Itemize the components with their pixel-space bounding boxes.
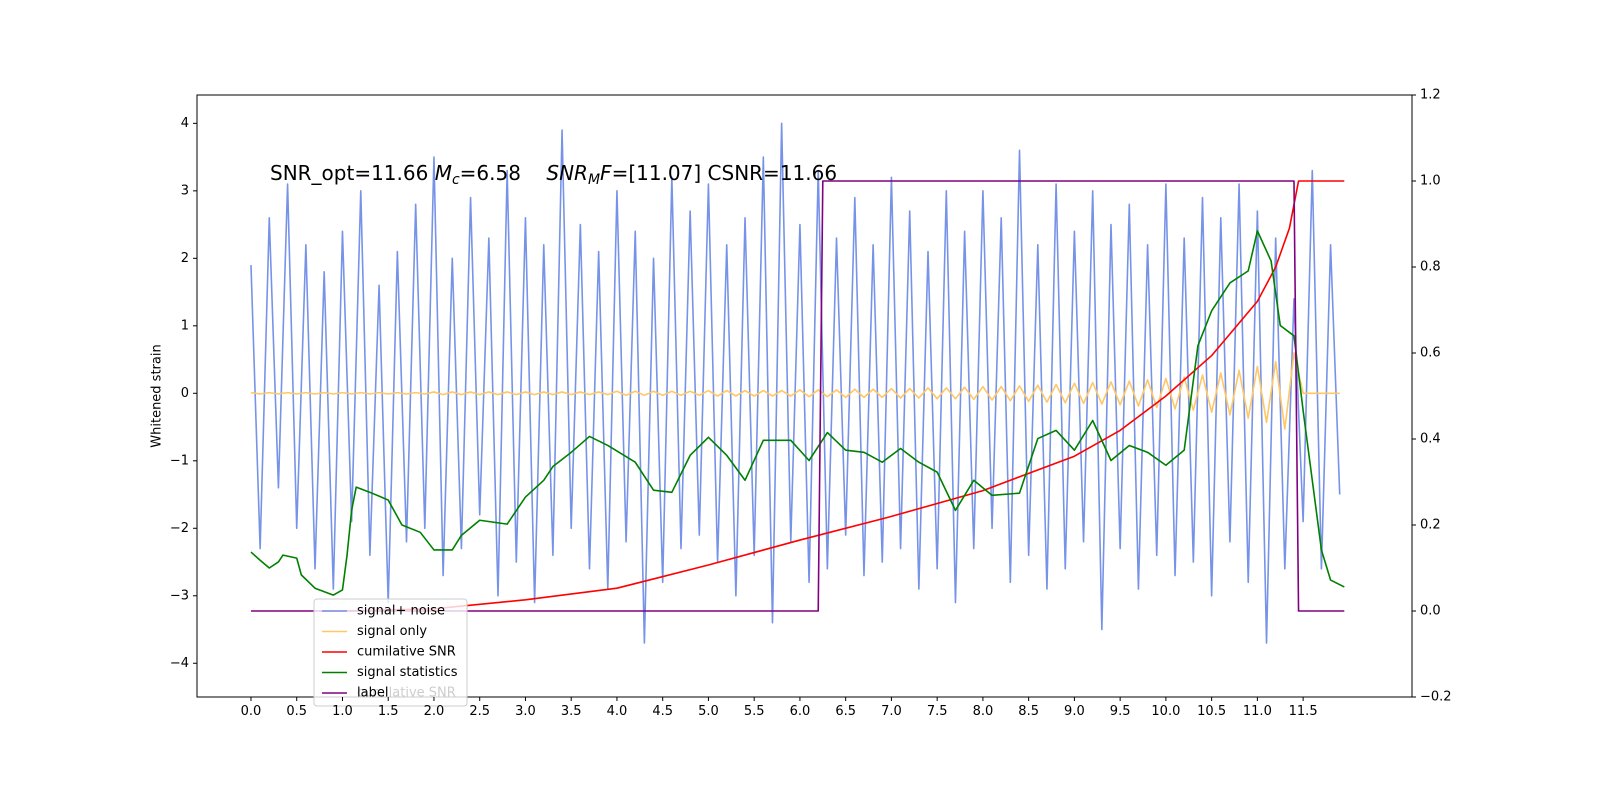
- annotation-part: SNR: [546, 161, 588, 185]
- y-tick-label: −4: [170, 656, 189, 671]
- x-tick-label: 3.5: [561, 704, 582, 719]
- y-tick-label: −2: [170, 521, 189, 536]
- series-line: [250, 180, 1345, 612]
- annotation-part: M: [588, 172, 600, 188]
- x-tick-label: 1.0: [332, 704, 353, 719]
- annotation-part: M: [435, 161, 452, 185]
- legend-label: signal+ noise: [357, 604, 445, 619]
- x-tick-label: 11.5: [1289, 704, 1318, 719]
- x-tick-label: 4.5: [652, 704, 673, 719]
- series-line: [250, 230, 1345, 596]
- annotation-part: SNR_opt=11.66: [270, 161, 435, 185]
- annotation-part: =6.58: [460, 161, 547, 185]
- x-tick-label: 7.0: [881, 704, 902, 719]
- series-line: [250, 122, 1341, 644]
- x-tick-label: 10.5: [1197, 704, 1226, 719]
- annotation-part: F: [600, 161, 612, 185]
- x-tick-label: 6.5: [835, 704, 856, 719]
- annotation-part: =[11.07] CSNR=11.66: [612, 161, 838, 185]
- y2-tick-label: 0.4: [1420, 432, 1441, 447]
- x-tick-label: 7.5: [927, 704, 948, 719]
- x-tick-label: 9.0: [1064, 704, 1085, 719]
- y2-tick-label: −0.2: [1420, 690, 1452, 705]
- x-tick-label: 0.0: [241, 704, 262, 719]
- y-tick-label: 3: [181, 183, 189, 198]
- y2-tick-label: 0.0: [1420, 604, 1441, 619]
- y-tick-label: 0: [181, 386, 189, 401]
- x-tick-label: 2.0: [424, 704, 445, 719]
- y2-tick-label: 0.8: [1420, 260, 1441, 275]
- y-tick-label: 2: [181, 251, 189, 266]
- annotation-part: c: [452, 172, 460, 188]
- y-axis-label: Whitened strain: [150, 344, 165, 447]
- y2-tick-label: 0.6: [1420, 346, 1441, 361]
- legend-box: [313, 598, 468, 707]
- x-tick-label: 8.0: [973, 704, 994, 719]
- x-tick-label: 9.5: [1110, 704, 1131, 719]
- legend-label: label: [357, 686, 388, 701]
- x-tick-label: 3.0: [515, 704, 536, 719]
- x-tick-label: 5.5: [744, 704, 765, 719]
- annotation: SNR_opt=11.66 Mc=6.58 SNRMF=[11.07] CSNR…: [270, 161, 837, 188]
- x-tick-label: 2.5: [469, 704, 490, 719]
- x-tick-label: 6.0: [790, 704, 811, 719]
- legend-label: cumilative SNR: [357, 645, 456, 660]
- x-tick-label: 10.0: [1151, 704, 1180, 719]
- series-line: [319, 180, 1345, 612]
- x-tick-label: 0.5: [286, 704, 307, 719]
- y2-tick-label: 0.2: [1420, 518, 1441, 533]
- y-tick-label: 1: [181, 318, 189, 333]
- axes-frame: [196, 94, 1413, 698]
- x-tick-label: 8.5: [1018, 704, 1039, 719]
- y2-tick-label: 1.0: [1420, 174, 1441, 189]
- y2-tick-label: 1.2: [1420, 88, 1441, 103]
- y-tick-label: 4: [181, 116, 189, 131]
- x-tick-label: 11.0: [1243, 704, 1272, 719]
- plot-area: [250, 122, 1345, 644]
- legend-label: signal only: [357, 624, 427, 639]
- x-tick-label: 1.5: [378, 704, 399, 719]
- legend-label: signal statistics: [357, 665, 458, 680]
- y-tick-label: −1: [170, 453, 189, 468]
- y-tick-label: −3: [170, 588, 189, 603]
- x-tick-label: 5.0: [698, 704, 719, 719]
- x-tick-label: 4.0: [607, 704, 628, 719]
